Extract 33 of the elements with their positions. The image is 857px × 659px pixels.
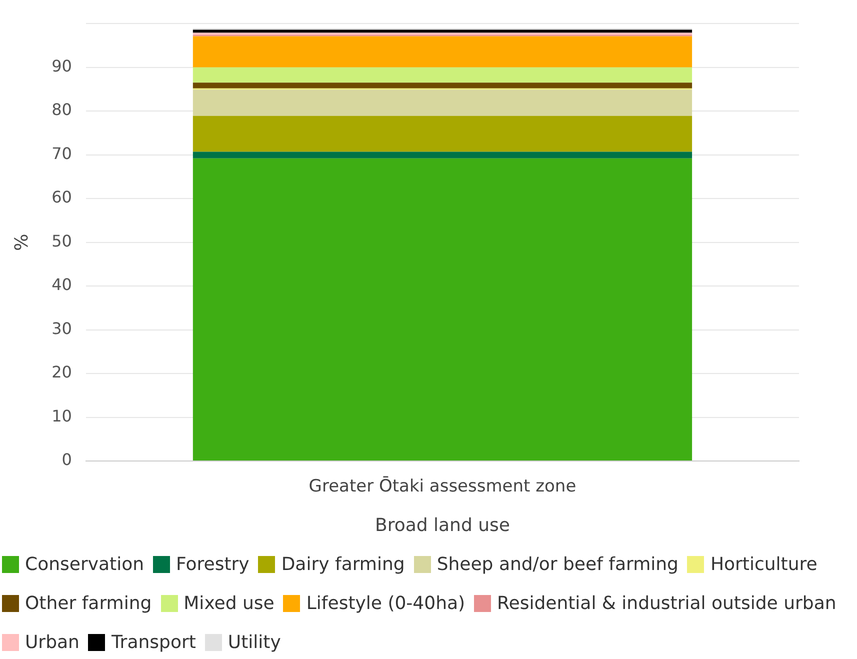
legend-label: Dairy farming [281,553,405,577]
bar [192,36,692,68]
x-axis-title: Broad land use [374,514,510,536]
legend-label: Forestry [176,553,250,577]
y-tick-label: 20 [52,362,72,382]
y-tick-label: 70 [52,144,72,163]
bar [192,90,692,116]
y-tick-label: 60 [52,188,72,207]
legend-label: Horticulture [710,553,818,577]
legend-label: Mixed use [184,592,274,616]
legend-label: Urban [25,631,80,655]
bar [192,152,692,158]
legend-label: Lifestyle (0-40ha) [306,592,466,616]
y-tick-label: 40 [52,275,72,294]
legend-label: Other farming [25,592,152,616]
legend-label: Conservation [25,553,144,577]
bar [192,82,692,88]
legend-label: Utility [228,631,281,655]
bar [192,67,692,83]
y-tick-label: 0 [62,450,72,470]
legend-label: Residential & industrial outside urban [497,592,836,616]
bar [192,30,692,33]
y-tick-label: 10 [52,406,72,426]
y-axis-title: % [11,234,32,251]
x-tick-label: Greater Ōtaki assessment zone [308,476,576,497]
y-tick-label: 30 [52,318,72,338]
legend-label: Sheep and/or beef farming [436,553,678,577]
y-tick-label: 80 [52,100,72,120]
y-tick-label: 50 [52,231,72,250]
bar [192,158,692,460]
y-tick-label: 90 [52,56,72,76]
legend-label: Transport [111,631,196,655]
bar [192,116,692,152]
